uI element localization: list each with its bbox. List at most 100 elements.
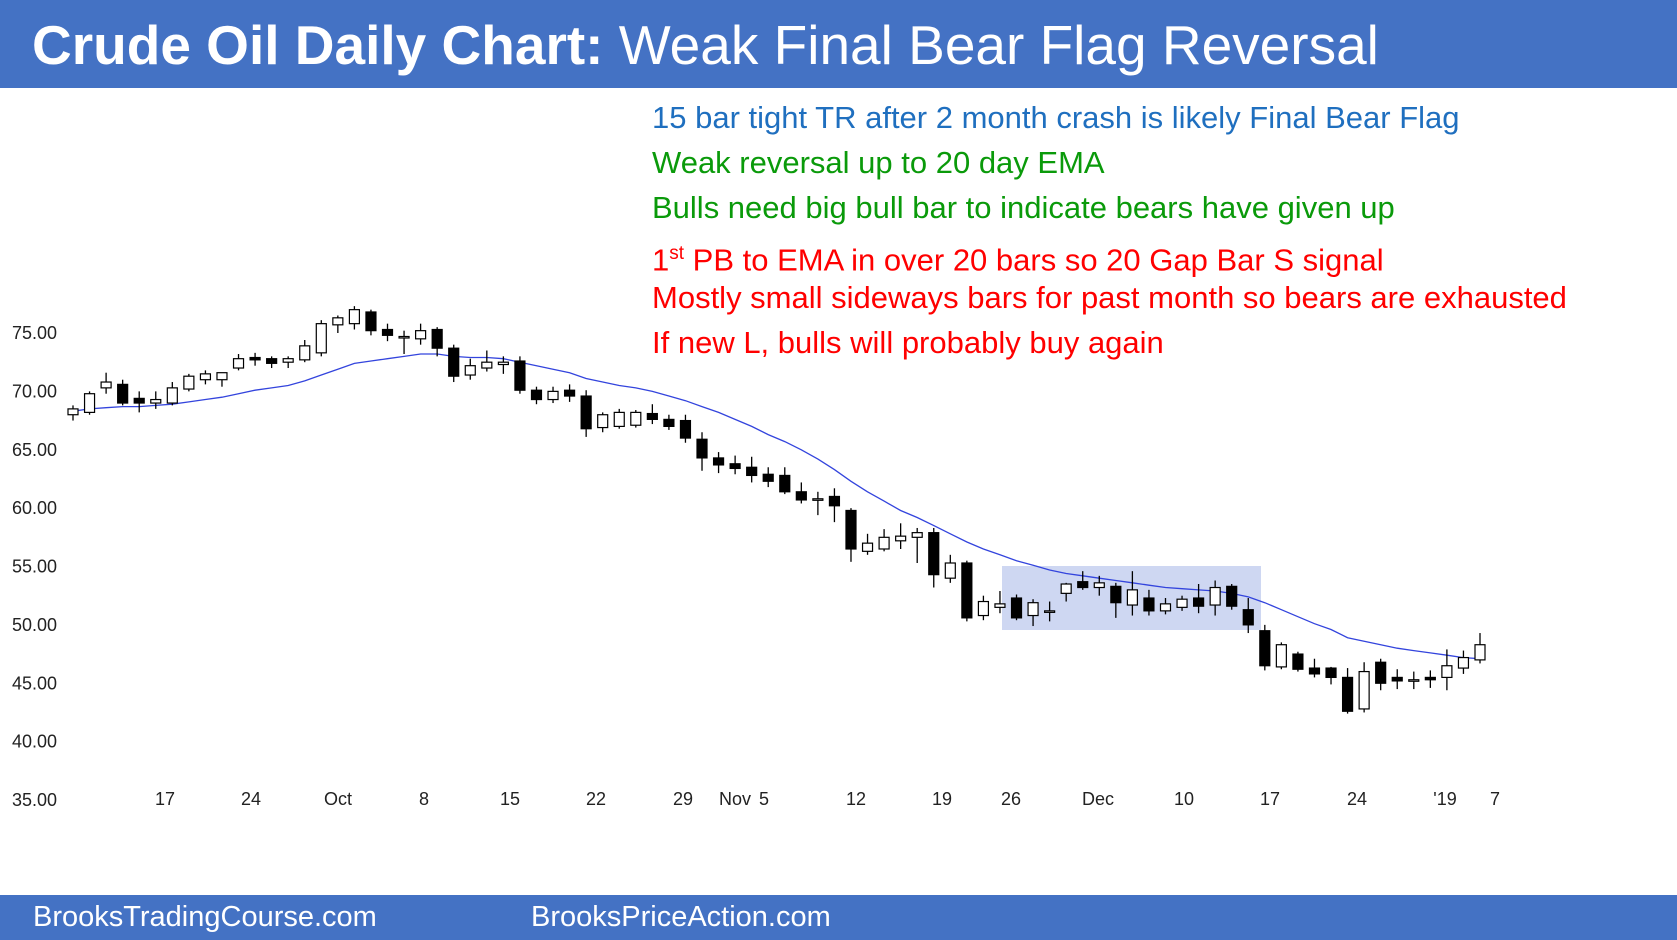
annotation-first-pullback-number: 1 [652, 242, 670, 278]
candle [514, 356, 526, 394]
candle [812, 491, 824, 516]
candle [1375, 658, 1387, 691]
footer-link-trading-course[interactable]: BrooksTradingCourse.com [33, 901, 377, 933]
x-tick-label: 17 [1260, 789, 1280, 809]
bull-candle-body [199, 373, 212, 381]
x-tick-label: 8 [419, 789, 429, 809]
candle [83, 391, 96, 415]
candle [1110, 582, 1122, 618]
annotation-weak-reversal: Weak reversal up to 20 day EMA [652, 145, 1105, 180]
bull-candle-body [1358, 670, 1370, 710]
candle [762, 467, 774, 488]
candle [1209, 580, 1221, 616]
x-tick-label: 10 [1174, 789, 1194, 809]
candle [1259, 624, 1271, 671]
bear-candle-body [448, 347, 460, 377]
bear-candle-body [1010, 597, 1023, 619]
bear-candle-body [679, 419, 692, 439]
candle [381, 323, 394, 342]
candle [1325, 666, 1337, 685]
candle [1341, 668, 1354, 714]
candle [597, 412, 609, 433]
bear-candle-body [845, 509, 857, 550]
bull-candle-body [613, 411, 625, 428]
bull-candle-body [1060, 583, 1072, 594]
candle [481, 350, 493, 372]
bear-candle-body [133, 397, 145, 404]
bull-candle-body [1408, 679, 1420, 682]
bear-candle-body [712, 457, 725, 466]
y-tick-label: 35.00 [12, 790, 57, 810]
candle [928, 527, 940, 588]
candle [1358, 662, 1370, 713]
bull-candle-body [299, 345, 311, 361]
candle [1060, 582, 1072, 602]
bear-candle-body [961, 562, 973, 619]
candle [1275, 642, 1287, 670]
bear-candle-body [795, 491, 807, 501]
candle [67, 405, 79, 421]
candle [944, 554, 956, 583]
candle [1044, 601, 1056, 622]
bear-candle-body [1308, 667, 1321, 675]
x-tick-label: Dec [1082, 789, 1114, 809]
x-tick-label: Nov [719, 789, 751, 809]
candle [861, 533, 874, 555]
bull-candle-body [878, 536, 890, 550]
candle [117, 379, 129, 406]
bull-candle-body [497, 361, 509, 366]
candle [1010, 594, 1023, 621]
bear-candle-body [381, 328, 394, 336]
candle [1159, 598, 1172, 615]
bull-candle-body [630, 411, 642, 426]
candle [795, 482, 807, 504]
bear-candle-body [563, 389, 576, 397]
bull-candle-body [481, 361, 493, 369]
y-tick-label: 60.00 [12, 498, 57, 518]
candle [249, 352, 261, 366]
candle [199, 370, 212, 385]
candle [828, 488, 841, 523]
footer-link-price-action[interactable]: BrooksPriceAction.com [531, 901, 831, 933]
candle [448, 344, 460, 383]
candle [266, 356, 278, 369]
candle [166, 382, 178, 406]
candle [646, 404, 658, 425]
bull-candle-body [1441, 665, 1453, 679]
bull-candle-body [1474, 644, 1486, 661]
candle [365, 309, 377, 336]
bear-candle-body [646, 412, 658, 420]
candle [977, 595, 990, 621]
candle [497, 356, 509, 374]
candle [729, 455, 741, 475]
bull-candle-body [315, 323, 327, 354]
bear-candle-body [696, 438, 708, 459]
title-bold-part: Crude Oil Daily Chart: [32, 14, 604, 76]
bear-candle-body [928, 532, 940, 576]
x-tick-label: 17 [155, 789, 175, 809]
candle [415, 323, 427, 345]
candlestick-chart: 75.00 70.00 65.00 60.00 55.00 50.00 45.00 40.00… [12, 306, 1500, 810]
candles [67, 306, 1486, 714]
candle [100, 372, 112, 394]
candle [1408, 671, 1420, 690]
bear-candle-body [514, 360, 526, 391]
chart-title: Crude Oil Daily Chart: Weak Final Bear F… [32, 10, 1379, 80]
bull-candle-body [282, 358, 294, 363]
candle [1474, 633, 1486, 664]
bear-candle-body [580, 395, 592, 430]
candle [232, 354, 245, 371]
candle [1391, 669, 1403, 690]
bear-candle-body [762, 473, 774, 482]
bear-candle-body [249, 356, 261, 361]
candle [150, 391, 162, 409]
title-bar: Crude Oil Daily Chart: Weak Final Bear F… [0, 0, 1677, 88]
candle [133, 391, 145, 413]
x-axis: 17 24 Oct 8 15 22 29 Nov 5 12 19 26 Dec 10 17 24 '19 7 [155, 789, 1500, 809]
bear-candle-body [779, 474, 791, 493]
y-tick-label: 45.00 [12, 673, 57, 693]
bull-candle-body [332, 317, 344, 326]
candle [630, 410, 642, 428]
candle [1457, 650, 1470, 674]
candle [216, 372, 228, 387]
